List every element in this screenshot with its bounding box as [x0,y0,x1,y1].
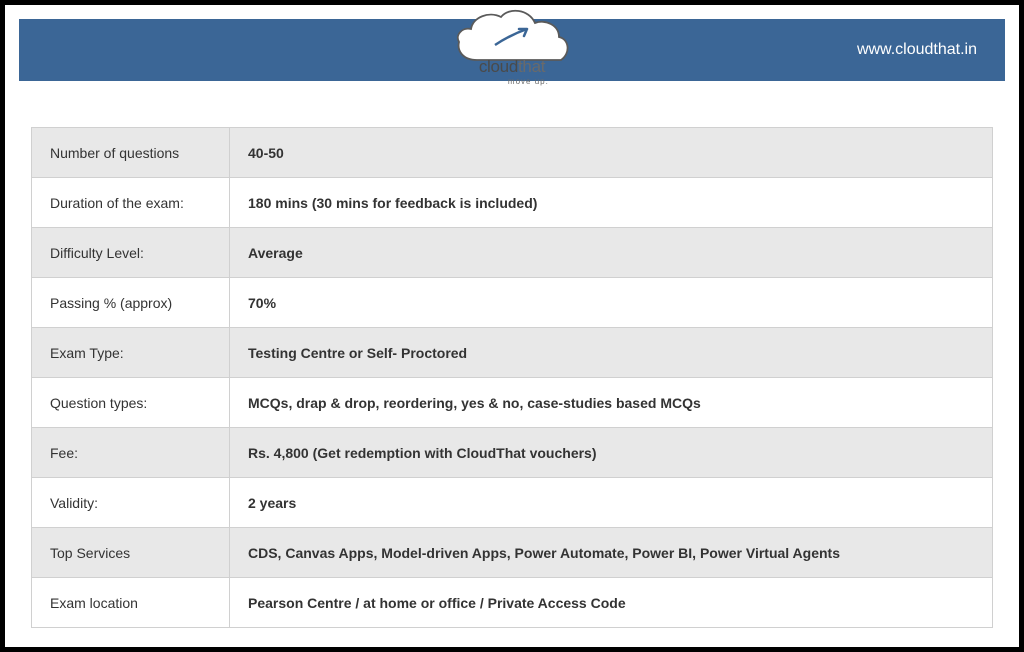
row-value: Pearson Centre / at home or office / Pri… [230,578,993,628]
table-row: Validity:2 years [32,478,993,528]
table-row: Top ServicesCDS, Canvas Apps, Model-driv… [32,528,993,578]
row-label: Passing % (approx) [32,278,230,328]
row-label: Question types: [32,378,230,428]
table-row: Number of questions40-50 [32,128,993,178]
row-label: Exam location [32,578,230,628]
row-label: Difficulty Level: [32,228,230,278]
content-area: Number of questions40-50Duration of the … [5,81,1019,647]
table-row: Exam locationPearson Centre / at home or… [32,578,993,628]
row-label: Exam Type: [32,328,230,378]
table-row: Exam Type:Testing Centre or Self- Procto… [32,328,993,378]
logo-tagline: move up. [508,77,549,86]
row-value: 40-50 [230,128,993,178]
row-value: Testing Centre or Self- Proctored [230,328,993,378]
logo-text: cloudthat [479,57,545,77]
table-row: Difficulty Level:Average [32,228,993,278]
row-value: 180 mins (30 mins for feedback is includ… [230,178,993,228]
row-value: MCQs, drap & drop, reordering, yes & no,… [230,378,993,428]
row-label: Duration of the exam: [32,178,230,228]
row-value: 2 years [230,478,993,528]
row-label: Fee: [32,428,230,478]
exam-info-table: Number of questions40-50Duration of the … [31,127,993,628]
row-value: CDS, Canvas Apps, Model-driven Apps, Pow… [230,528,993,578]
page-frame: cloudthat move up. www.cloudthat.in Numb… [0,0,1024,652]
logo: cloudthat move up. [447,5,577,85]
header-url: www.cloudthat.in [857,41,977,59]
row-value: Average [230,228,993,278]
row-label: Validity: [32,478,230,528]
table-row: Question types:MCQs, drap & drop, reorde… [32,378,993,428]
row-label: Top Services [32,528,230,578]
table-row: Duration of the exam:180 mins (30 mins f… [32,178,993,228]
row-value: 70% [230,278,993,328]
table-row: Passing % (approx)70% [32,278,993,328]
header-bar: cloudthat move up. www.cloudthat.in [19,19,1005,81]
table-row: Fee:Rs. 4,800 (Get redemption with Cloud… [32,428,993,478]
row-value: Rs. 4,800 (Get redemption with CloudThat… [230,428,993,478]
row-label: Number of questions [32,128,230,178]
